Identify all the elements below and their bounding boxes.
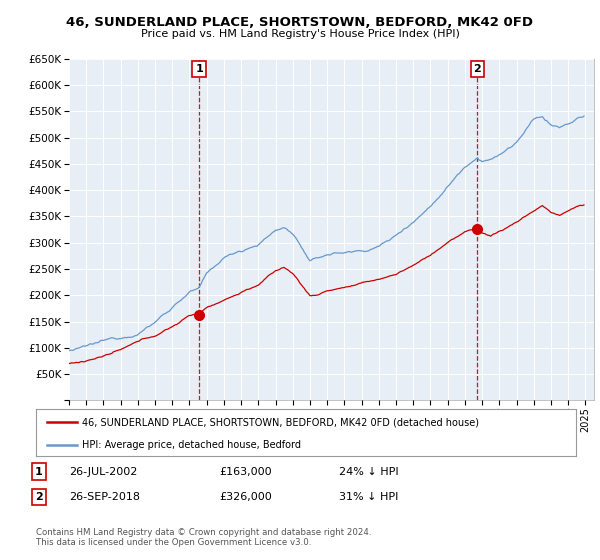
Text: £163,000: £163,000 [219, 466, 272, 477]
Text: 46, SUNDERLAND PLACE, SHORTSTOWN, BEDFORD, MK42 0FD: 46, SUNDERLAND PLACE, SHORTSTOWN, BEDFOR… [67, 16, 533, 29]
Text: Contains HM Land Registry data © Crown copyright and database right 2024.
This d: Contains HM Land Registry data © Crown c… [36, 528, 371, 548]
Text: 24% ↓ HPI: 24% ↓ HPI [339, 466, 398, 477]
Text: 1: 1 [195, 64, 203, 74]
Text: 26-JUL-2002: 26-JUL-2002 [69, 466, 137, 477]
Text: HPI: Average price, detached house, Bedford: HPI: Average price, detached house, Bedf… [82, 440, 301, 450]
Text: 2: 2 [473, 64, 481, 74]
Text: Price paid vs. HM Land Registry's House Price Index (HPI): Price paid vs. HM Land Registry's House … [140, 29, 460, 39]
Text: 46, SUNDERLAND PLACE, SHORTSTOWN, BEDFORD, MK42 0FD (detached house): 46, SUNDERLAND PLACE, SHORTSTOWN, BEDFOR… [82, 417, 479, 427]
Text: 26-SEP-2018: 26-SEP-2018 [69, 492, 140, 502]
Text: £326,000: £326,000 [219, 492, 272, 502]
Text: 31% ↓ HPI: 31% ↓ HPI [339, 492, 398, 502]
Text: 2: 2 [35, 492, 43, 502]
Text: 1: 1 [35, 466, 43, 477]
